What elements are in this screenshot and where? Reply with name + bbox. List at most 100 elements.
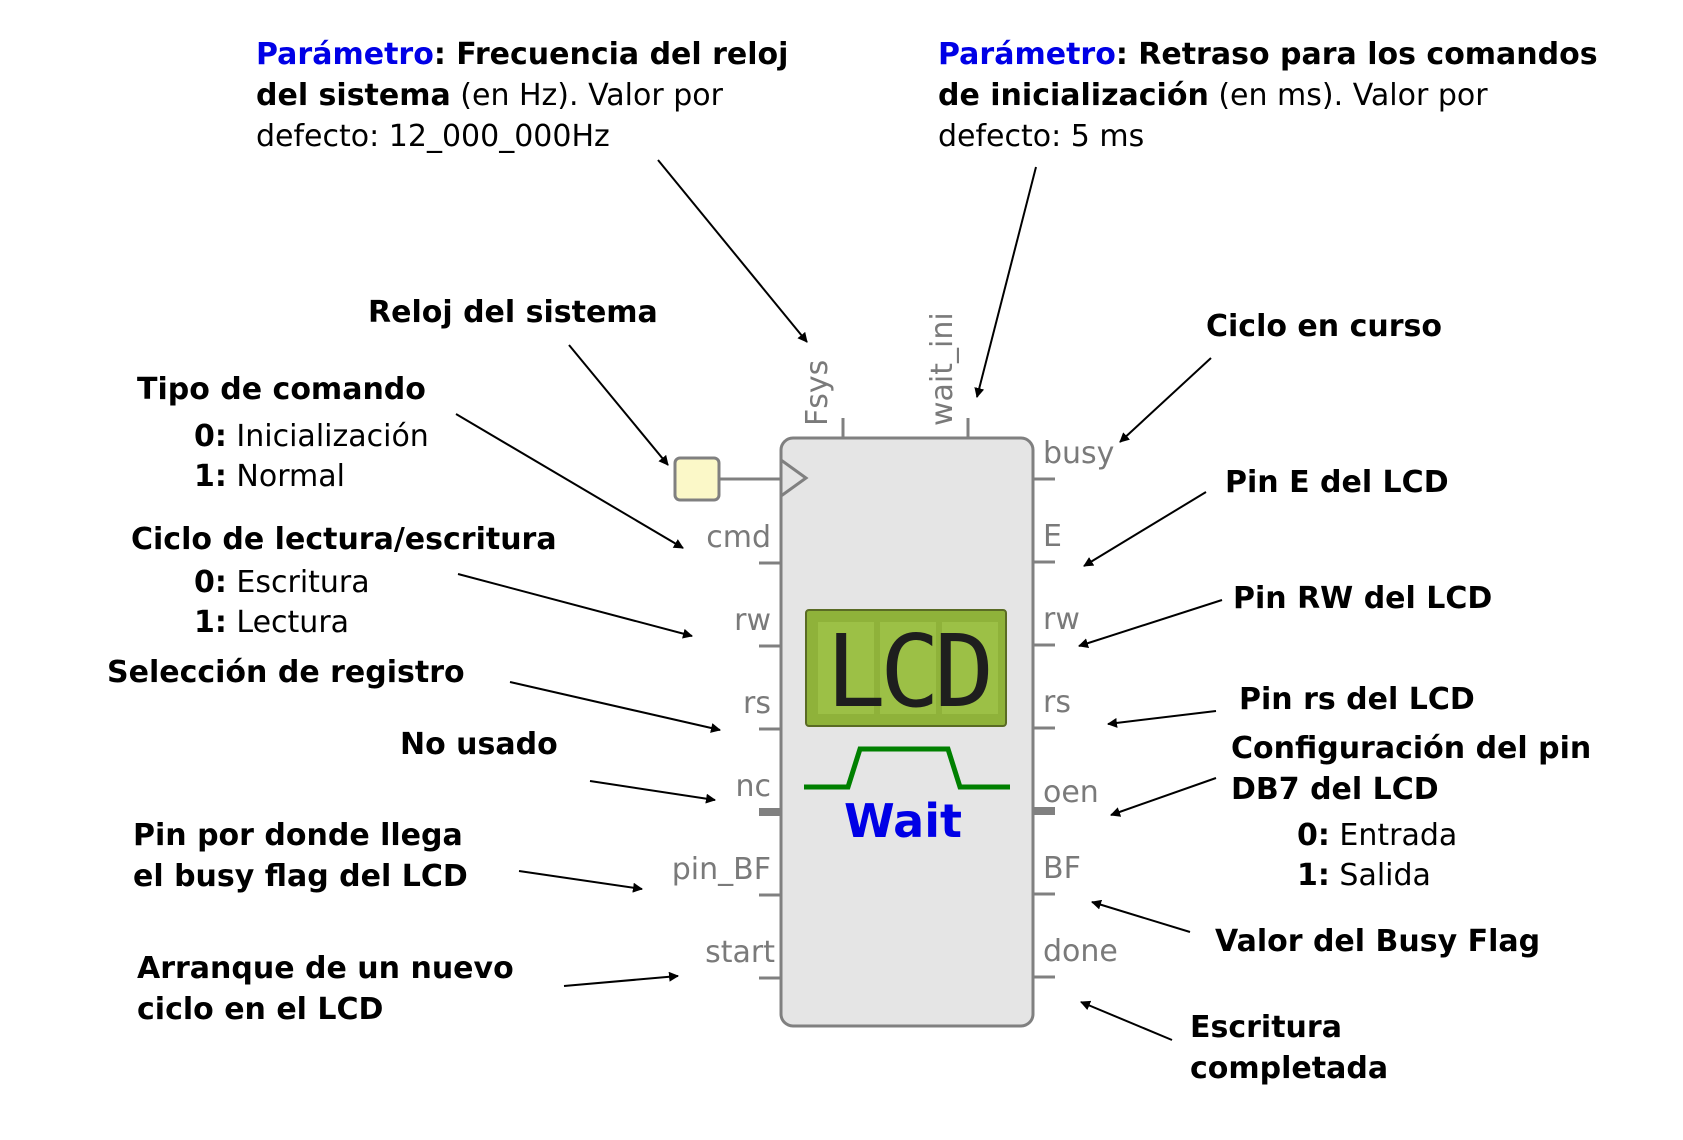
annotation-start-line2: ciclo en el LCD [137,992,384,1027]
annotation-cmd-opt-0-text: Inicialización [226,419,429,454]
wait-label: Wait [844,794,962,848]
arrow-wait-ini [974,166,1037,398]
annotation-rw-opt-0-key: 0: [194,565,227,600]
annotation-rw-opt-1-text: Lectura [226,605,350,640]
annotation-cmd-opt-1: 1: Normal [194,456,345,497]
arrow-oen [1110,777,1217,817]
annotation-done-line1: Escritura [1190,1010,1342,1045]
param-fsys-default: defecto: 12_000_000Hz [256,119,610,154]
param-wait-ini-name2: de inicialización [938,78,1209,113]
arrow-start [563,971,679,987]
annotation-nc-text: No usado [400,727,558,762]
annotation-e-text: Pin E del LCD [1225,465,1449,500]
annotation-cmd-title: Tipo de comando [137,369,426,410]
arrow-busy [1119,357,1212,443]
annotation-bf: Valor del Busy Flag [1215,921,1540,962]
annotation-rw-out: Pin RW del LCD [1233,578,1492,619]
annotation-oen-opt-0: 0: Entrada [1297,815,1457,856]
annotation-clk: Reloj del sistema [368,292,658,333]
annotation-cmd-opt-1-key: 1: [194,459,227,494]
annotation-rw-opt-1: 1: Lectura [194,602,349,643]
annotation-rw-opt-1-key: 1: [194,605,227,640]
arrow-pin-bf [518,870,643,893]
annotation-pin-bf-line1: Pin por donde llega [133,818,463,853]
arrow-clk [568,344,669,466]
annotation-cmd-opt-1-text: Normal [226,459,345,494]
annotation-oen-opt-0-text: Entrada [1329,818,1458,853]
port-label-start: start [705,935,775,970]
arrow-fsys [657,159,808,343]
annotation-cmd-opt-0: 0: Inicialización [194,416,429,457]
param-fsys-annotation: Parámetro: Frecuencia del reloj del sist… [256,34,788,157]
wait-waveform-icon [804,746,1010,790]
annotation-oen-line1: Configuración del pin [1231,731,1592,766]
arrow-cmd [455,413,684,549]
annotation-start: Arranque de un nuevo ciclo en el LCD [137,948,514,1030]
clock-input-box[interactable] [673,456,721,502]
annotation-bf-text: Valor del Busy Flag [1215,924,1541,959]
port-label-nc: nc [735,769,771,804]
port-label-bf: BF [1043,851,1081,886]
annotation-rw-title-text: Ciclo de lectura/escritura [131,522,557,557]
port-label-rs-in: rs [743,686,771,721]
arrow-rw-out [1078,599,1223,649]
annotation-rs-out: Pin rs del LCD [1239,679,1475,720]
annotation-busy-text: Ciclo en curso [1206,309,1442,344]
annotation-oen-opt-1: 1: Salida [1297,855,1431,896]
port-label-e: E [1043,519,1062,554]
param-fsys-name: : Frecuencia del reloj [433,37,789,72]
arrow-bf [1091,899,1191,933]
annotation-start-line1: Arranque de un nuevo [137,951,514,986]
param-fsys-name2: del sistema [256,78,451,113]
annotation-oen-opt-1-key: 1: [1297,858,1330,893]
param-wait-ini-name: : Retraso para los comandos [1115,37,1598,72]
lcd-screen-text: LCD [826,613,989,730]
annotation-done: Escritura completada [1190,1007,1388,1089]
annotation-oen-line2: DB7 del LCD [1231,772,1439,807]
arrow-done [1080,1000,1173,1041]
port-label-wait-ini: wait_ini [925,312,960,426]
arrow-e [1083,491,1207,567]
arrow-rw-in [457,573,693,639]
annotation-nc: No usado [400,724,558,765]
annotation-pin-bf: Pin por donde llega el busy flag del LCD [133,815,468,897]
port-label-cmd: cmd [706,520,771,555]
annotation-rs-in: Selección de registro [107,652,465,693]
annotation-pin-bf-line2: el busy flag del LCD [133,859,468,894]
param-fsys-unit: (en Hz). Valor por [450,78,723,113]
clock-input-triangle [780,458,809,498]
port-label-rs-out: rs [1043,685,1071,720]
param-wait-ini-line2: de inicialización (en ms). Valor por [938,75,1598,116]
port-label-rw-out: rw [1043,602,1080,637]
arrow-nc [589,780,716,804]
annotation-rw-opt-0-text: Escritura [226,565,370,600]
annotation-rs-in-text: Selección de registro [107,655,465,690]
annotation-cmd-opt-0-key: 0: [194,419,227,454]
module-block [779,436,1035,1028]
param-wait-ini-unit: (en ms). Valor por [1208,78,1488,113]
param-fsys-line1: Parámetro: Frecuencia del reloj [256,34,788,75]
param-wait-ini-default: defecto: 5 ms [938,119,1145,154]
annotation-done-line2: completada [1190,1051,1389,1086]
arrow-rs-in [509,681,721,733]
param-fsys-line2: del sistema (en Hz). Valor por [256,75,788,116]
annotation-rw-title: Ciclo de lectura/escritura [131,519,557,560]
port-label-busy: busy [1043,436,1114,471]
annotation-oen-opt-0-key: 0: [1297,818,1330,853]
annotation-clk-text: Reloj del sistema [368,295,658,330]
annotation-cmd-title-text: Tipo de comando [137,372,426,407]
port-label-done: done [1043,934,1118,969]
annotation-oen-opt-1-text: Salida [1329,858,1431,893]
annotation-e: Pin E del LCD [1225,462,1449,503]
param-wait-ini-line1: Parámetro: Retraso para los comandos [938,34,1598,75]
annotation-rw-opt-0: 0: Escritura [194,562,370,603]
port-label-oen: oen [1043,775,1099,810]
param-fsys-tag: Parámetro [256,37,434,72]
port-label-rw-in: rw [734,603,771,638]
port-label-fsys: Fsys [800,360,835,426]
port-label-pin-bf: pin_BF [672,852,771,887]
annotation-rw-out-text: Pin RW del LCD [1233,581,1493,616]
annotation-rs-out-text: Pin rs del LCD [1239,682,1475,717]
lcd-screen-icon: LCD [805,609,1007,730]
